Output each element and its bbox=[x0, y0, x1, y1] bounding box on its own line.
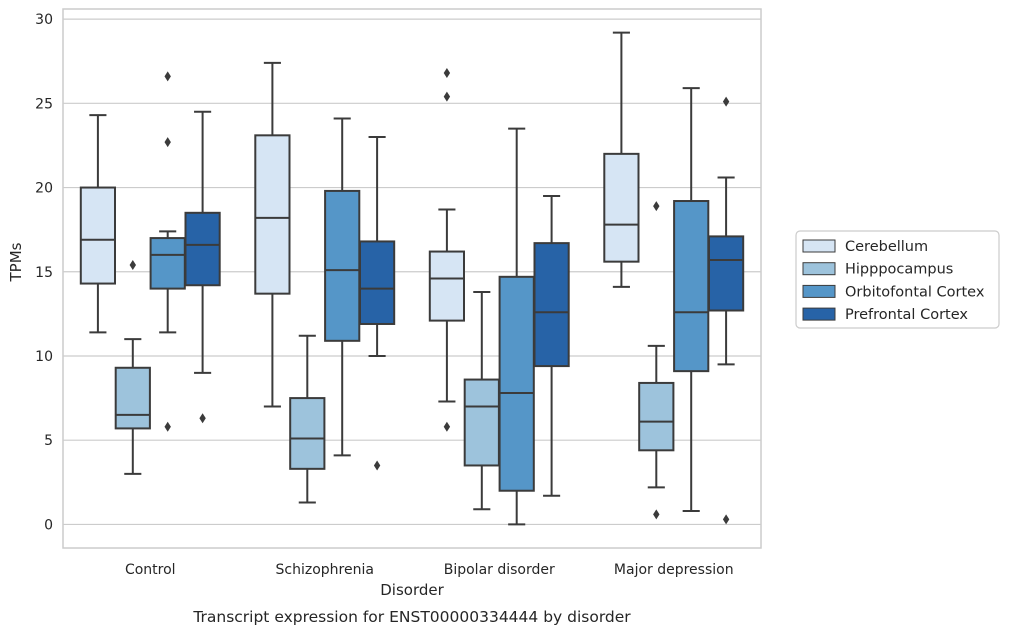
y-axis-label: TPMs bbox=[7, 242, 25, 282]
box-prefrontal-cortex bbox=[707, 96, 745, 525]
iqr-box bbox=[638, 381, 675, 452]
x-tick-label: Bipolar disorder bbox=[444, 562, 555, 578]
x-axis-label: Disorder bbox=[380, 581, 444, 599]
outlier-point bbox=[443, 421, 451, 432]
box-orbitofontal-cortex bbox=[498, 127, 535, 526]
y-tick-label: 5 bbox=[44, 433, 53, 449]
box-hipppocampus bbox=[114, 260, 151, 475]
y-tick-label: 30 bbox=[35, 12, 53, 28]
outlier-point bbox=[653, 509, 660, 520]
outlier-point bbox=[129, 260, 136, 271]
outlier-point bbox=[199, 413, 206, 424]
y-tick-label: 20 bbox=[35, 181, 53, 197]
iqr-box bbox=[533, 242, 570, 368]
outlier-point bbox=[443, 68, 451, 79]
chart-caption: Transcript expression for ENST0000033444… bbox=[192, 608, 631, 626]
legend-swatch bbox=[802, 262, 836, 276]
plot-frame bbox=[62, 8, 762, 549]
box-prefrontal-cortex bbox=[184, 110, 221, 424]
iqr-box bbox=[603, 152, 640, 263]
outlier-point bbox=[164, 71, 171, 82]
box-cerebellum bbox=[254, 61, 291, 408]
box-hipppocampus bbox=[289, 334, 326, 504]
iqr-box bbox=[324, 189, 361, 342]
outlier-point bbox=[373, 460, 381, 471]
box-orbitofontal-cortex bbox=[149, 71, 186, 432]
iqr-box bbox=[428, 250, 466, 322]
iqr-box bbox=[114, 366, 151, 430]
iqr-box bbox=[184, 211, 221, 287]
boxes bbox=[79, 31, 745, 526]
y-tick-label: 25 bbox=[35, 96, 53, 112]
legend: Cerebellum Hipppocampus Orbitofontal Corte… bbox=[795, 230, 1000, 329]
legend-swatch bbox=[802, 239, 836, 253]
box-cerebellum bbox=[603, 31, 640, 288]
outlier-point bbox=[443, 91, 451, 102]
iqr-box bbox=[79, 186, 117, 285]
legend-label: Orbitofontal Cortex bbox=[845, 284, 985, 300]
x-tick-label: Control bbox=[125, 562, 176, 578]
legend-label: Hipppocampus bbox=[845, 262, 953, 278]
box-hipppocampus bbox=[463, 290, 500, 511]
box-prefrontal-cortex bbox=[533, 194, 570, 497]
legend-label: Cerebellum bbox=[845, 239, 928, 255]
outlier-point bbox=[164, 137, 171, 148]
x-axis-ticks: Control Schizophrenia Bipolar disorder Majo… bbox=[125, 562, 734, 578]
iqr-box bbox=[358, 240, 396, 325]
iqr-box bbox=[463, 378, 500, 467]
x-tick-label: Major depression bbox=[614, 562, 734, 578]
y-tick-label: 15 bbox=[35, 265, 53, 281]
iqr-box bbox=[673, 200, 710, 373]
legend-swatch bbox=[802, 307, 836, 321]
legend-frame bbox=[795, 230, 1000, 329]
box-orbitofontal-cortex bbox=[324, 117, 361, 457]
y-tick-label: 10 bbox=[35, 349, 53, 365]
iqr-box bbox=[707, 235, 745, 312]
box-hipppocampus bbox=[638, 201, 675, 520]
y-tick-label: 0 bbox=[44, 517, 53, 533]
legend-label: Prefrontal Cortex bbox=[845, 307, 968, 323]
box-prefrontal-cortex bbox=[358, 136, 396, 471]
iqr-box bbox=[254, 134, 291, 295]
x-tick-label: Schizophrenia bbox=[276, 562, 374, 578]
y-axis-ticks: 0 5 10 15 20 25 30 bbox=[35, 12, 53, 533]
iqr-box bbox=[498, 275, 535, 492]
box-orbitofontal-cortex bbox=[673, 87, 710, 512]
outlier-point bbox=[164, 421, 171, 432]
box-cerebellum bbox=[79, 114, 117, 334]
outlier-point bbox=[722, 96, 730, 107]
outlier-point bbox=[653, 201, 660, 212]
box-cerebellum bbox=[428, 68, 466, 432]
iqr-box bbox=[289, 397, 326, 470]
outlier-point bbox=[722, 514, 730, 525]
legend-swatch bbox=[802, 284, 836, 298]
iqr-box bbox=[149, 237, 186, 290]
